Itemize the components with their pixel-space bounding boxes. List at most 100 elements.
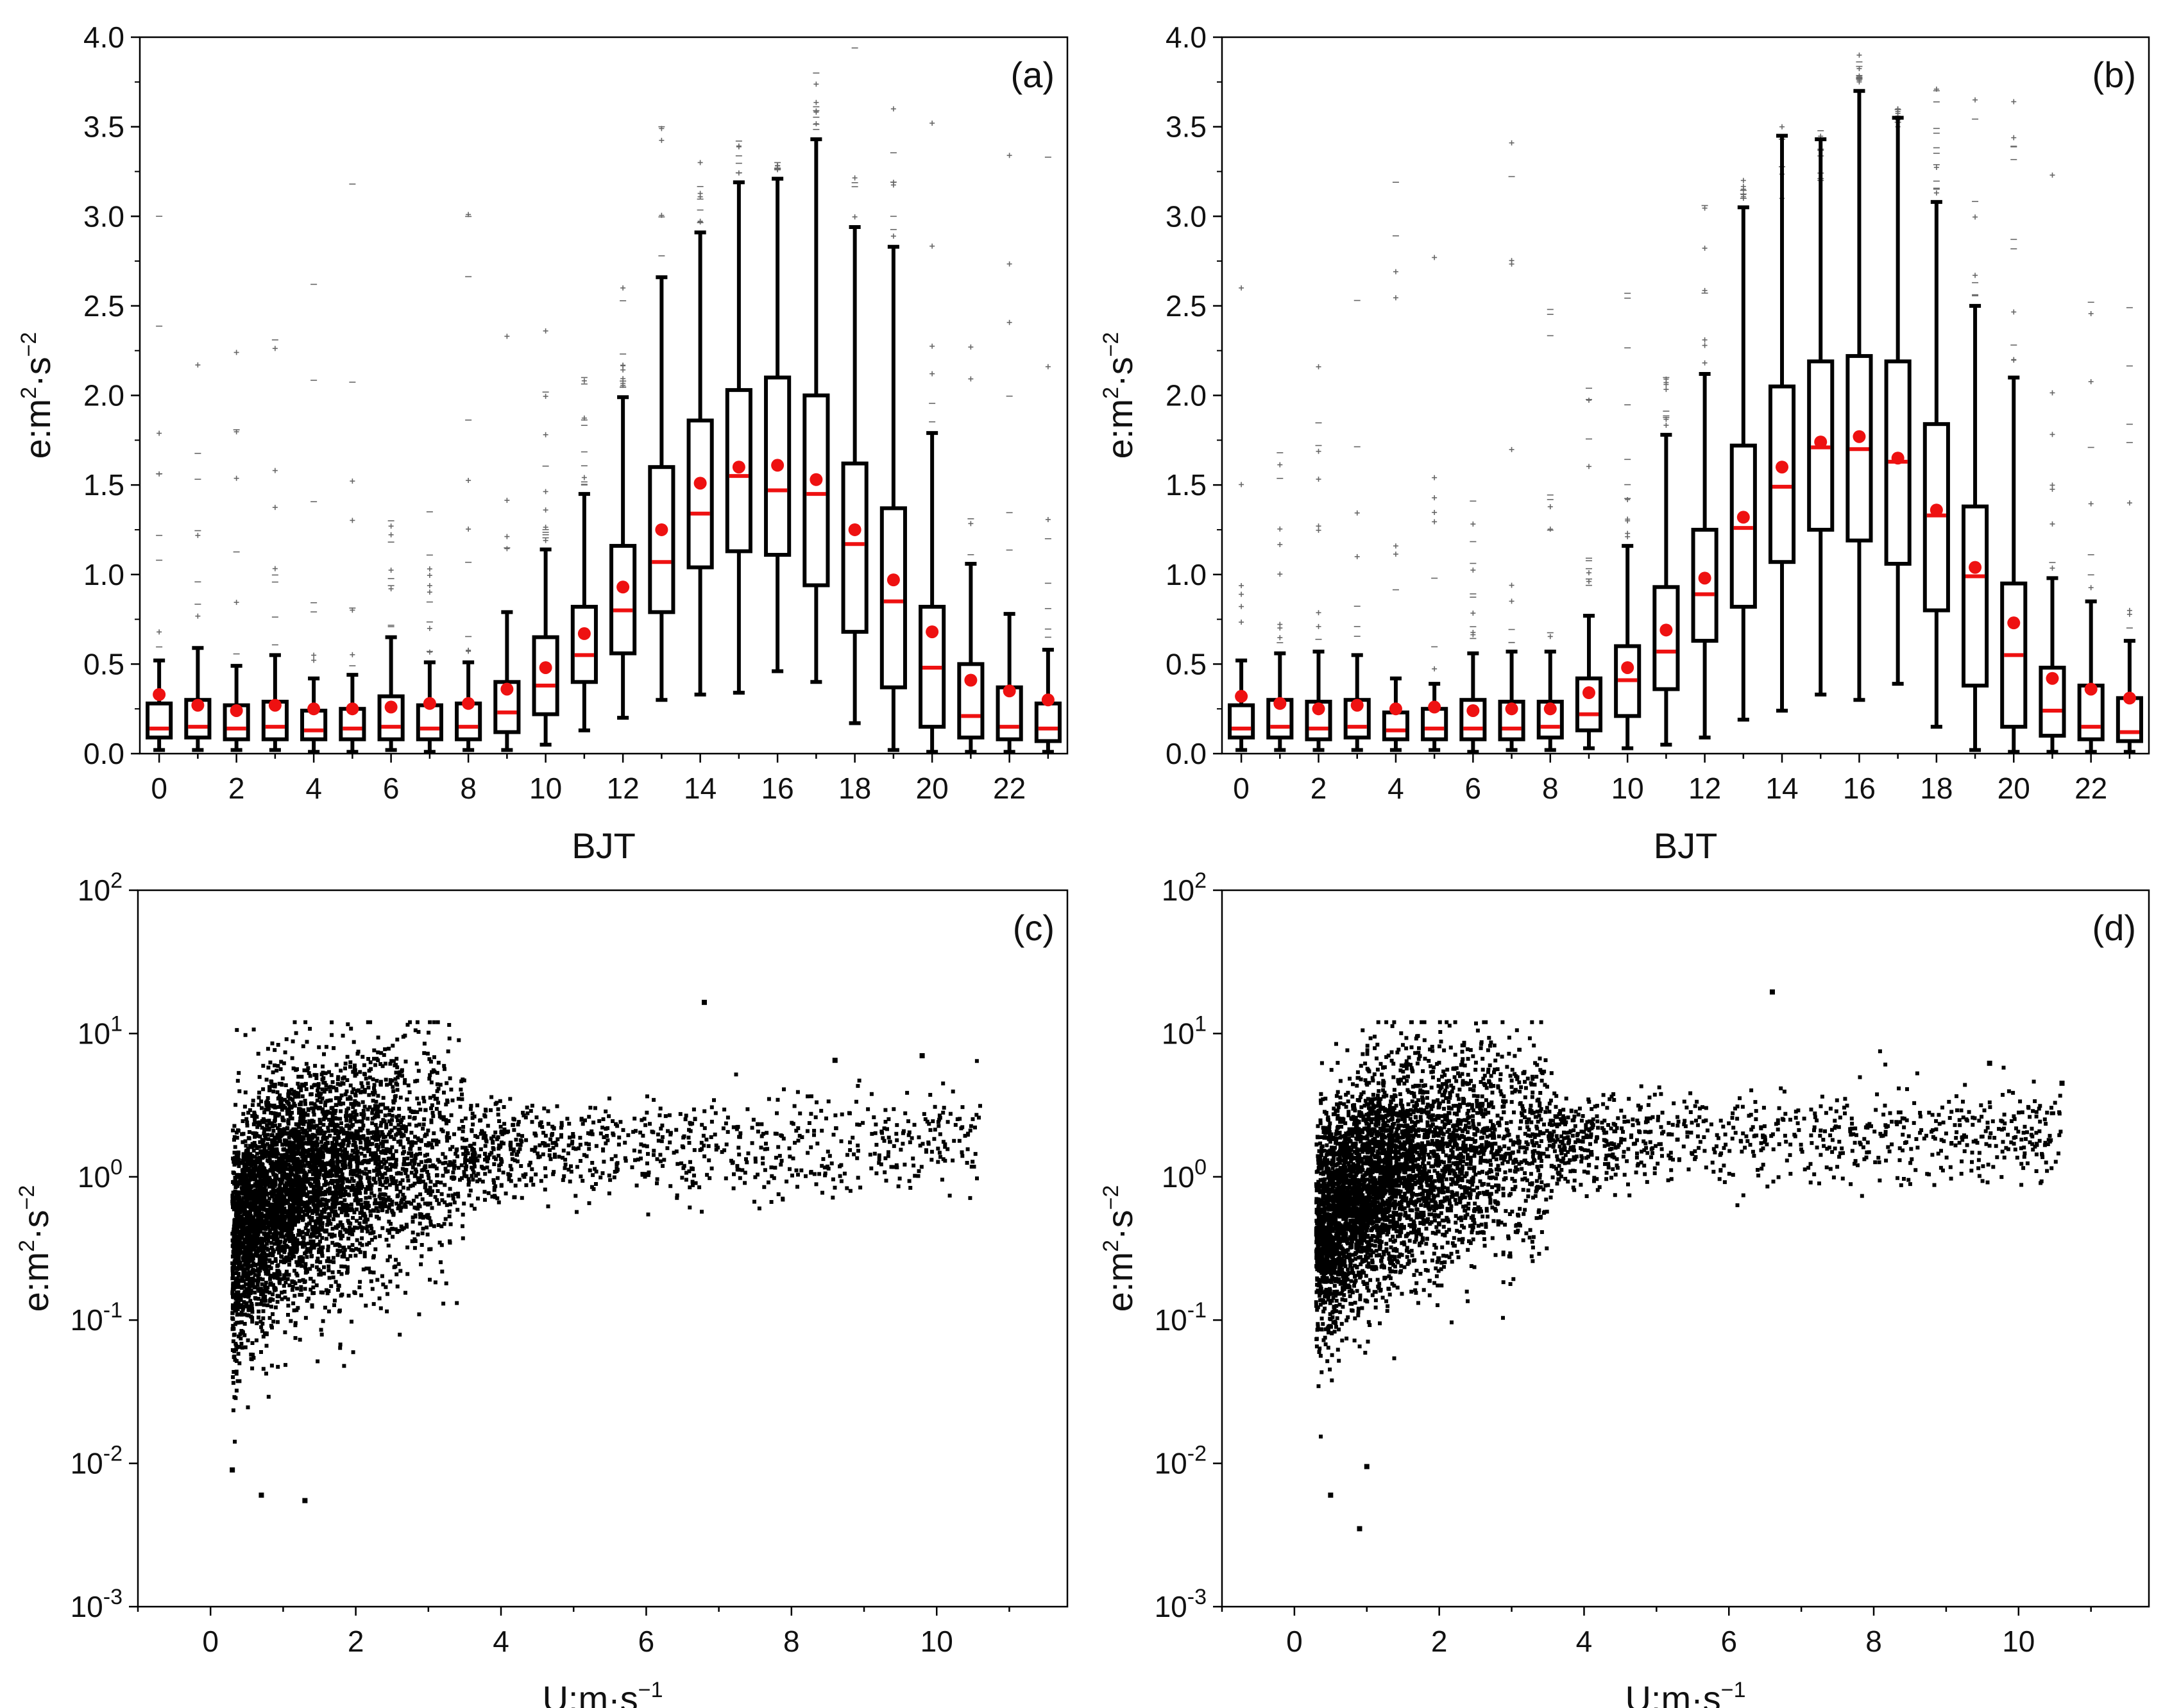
mean-marker [1003, 684, 1016, 698]
mean-marker [1582, 686, 1595, 700]
box-iqr [2039, 665, 2066, 738]
mean-marker [230, 704, 243, 717]
y-tick-label: 3.5 [83, 110, 124, 144]
box-hour-10 [1614, 292, 1642, 750]
y-tick-label: 10-1 [71, 1298, 123, 1337]
x-tick-label: 4 [493, 1625, 509, 1658]
scatter-point [919, 1053, 925, 1059]
mean-marker [771, 459, 785, 472]
y-tick-label: 101 [1162, 1011, 1207, 1050]
y-tick-label-exp: 0 [1194, 1155, 1207, 1180]
y-tick-label-exp: 0 [110, 1155, 123, 1180]
x-tick-label: 10 [921, 1625, 953, 1658]
y-axis-label: e:m2·s−2 [17, 332, 58, 459]
box-hour-1 [184, 362, 212, 752]
y-tick-label-exp: 2 [110, 868, 123, 893]
x-axis-label: BJT [1654, 825, 1718, 866]
y-tick-label: 4.0 [1166, 21, 1207, 54]
box-hour-4 [1382, 182, 1409, 752]
box-hour-20 [2000, 99, 2028, 754]
y-axis-label-exp2: −2 [1099, 332, 1123, 357]
x-tick-label: 20 [1998, 772, 2030, 805]
y-tick-label-exp: -2 [1187, 1442, 1207, 1466]
y-tick-label-base: 10 [1162, 874, 1194, 907]
mean-marker [191, 698, 205, 712]
y-axis-label-exp1: 2 [17, 387, 41, 399]
box-hour-4 [300, 283, 328, 754]
box-hour-7 [416, 511, 443, 754]
box-iqr [1034, 701, 1062, 743]
y-axis-label-mid: ·s [1099, 1210, 1140, 1240]
box-iqr [1421, 707, 1448, 741]
y-tick-label: 102 [78, 868, 123, 907]
box-iqr [802, 393, 830, 588]
panel-label: (a) [1011, 55, 1055, 95]
box-hour-16 [1845, 52, 1873, 702]
box-hour-22 [2077, 301, 2105, 754]
y-axis-label-exp2: −2 [1099, 1185, 1123, 1210]
scatter-points [230, 1020, 983, 1444]
box-hour-6 [377, 520, 405, 752]
box-iqr [1962, 504, 1989, 688]
y-tick-label-base: 10 [78, 874, 110, 907]
x-axis-label: U:m·s−1 [1625, 1678, 1745, 1708]
mean-marker [1969, 561, 1982, 574]
y-tick-label: 10-3 [1155, 1585, 1207, 1623]
mean-marker [577, 627, 591, 640]
y-tick-label: 102 [1162, 868, 1207, 907]
box-hour-22 [996, 153, 1023, 754]
x-tick-label: 14 [684, 772, 717, 805]
box-hour-1 [1266, 452, 1294, 752]
x-axis-label-exp: −1 [1721, 1678, 1746, 1702]
x-tick-label: 2 [228, 772, 245, 805]
x-axis-label-base: U:m·s [1625, 1678, 1720, 1708]
x-tick-label: 0 [151, 772, 167, 805]
x-tick-label: 22 [993, 772, 1026, 805]
mean-marker [153, 688, 166, 701]
y-tick-label: 3.0 [1166, 199, 1207, 233]
mean-marker [384, 700, 398, 714]
x-tick-label: 6 [383, 772, 400, 805]
box-hour-14 [686, 160, 714, 697]
mean-marker [1891, 452, 1905, 465]
y-tick-label-base: 10 [1162, 1160, 1194, 1194]
y-tick-label: 0.0 [83, 737, 124, 770]
box-iqr [1228, 703, 1255, 740]
y-tick-label: 0.0 [1166, 737, 1207, 770]
box-hour-7 [1498, 140, 1525, 752]
mean-marker [848, 523, 861, 536]
y-axis-label-exp1: 2 [15, 1240, 39, 1252]
mean-marker [1853, 430, 1866, 443]
y-tick-label-base: 10 [78, 1160, 110, 1194]
y-tick-label-base: 10 [1162, 1017, 1194, 1050]
mean-marker [1350, 698, 1364, 712]
box-hour-21 [2039, 173, 2066, 754]
y-axis-label-exp1: 2 [1099, 387, 1123, 399]
plot-frame [1221, 889, 2150, 1608]
x-tick-label: 10 [529, 772, 562, 805]
box-hour-14 [1768, 124, 1796, 713]
x-tick-label: 8 [460, 772, 477, 805]
mean-marker [732, 461, 745, 474]
x-tick-label: 18 [838, 772, 871, 805]
x-tick-label: 20 [916, 772, 949, 805]
mean-marker [346, 702, 359, 716]
mean-marker [307, 702, 321, 716]
box-hour-2 [1305, 364, 1332, 752]
box-iqr [1768, 384, 1796, 564]
x-tick-label: 4 [1387, 772, 1404, 805]
box-hour-2 [223, 350, 250, 752]
box-iqr [841, 461, 869, 634]
box-hour-20 [919, 121, 946, 754]
mean-marker [539, 661, 552, 674]
y-tick-label: 10-3 [71, 1585, 123, 1623]
box-hour-11 [1652, 376, 1680, 747]
box-hour-15 [1807, 130, 1835, 697]
scatter-point [1357, 1526, 1362, 1532]
y-tick-label: 3.5 [1166, 110, 1207, 144]
y-axis-label-exp2: −2 [15, 1185, 39, 1210]
y-tick-label: 1.0 [83, 558, 124, 591]
box-hour-6 [1459, 500, 1487, 754]
